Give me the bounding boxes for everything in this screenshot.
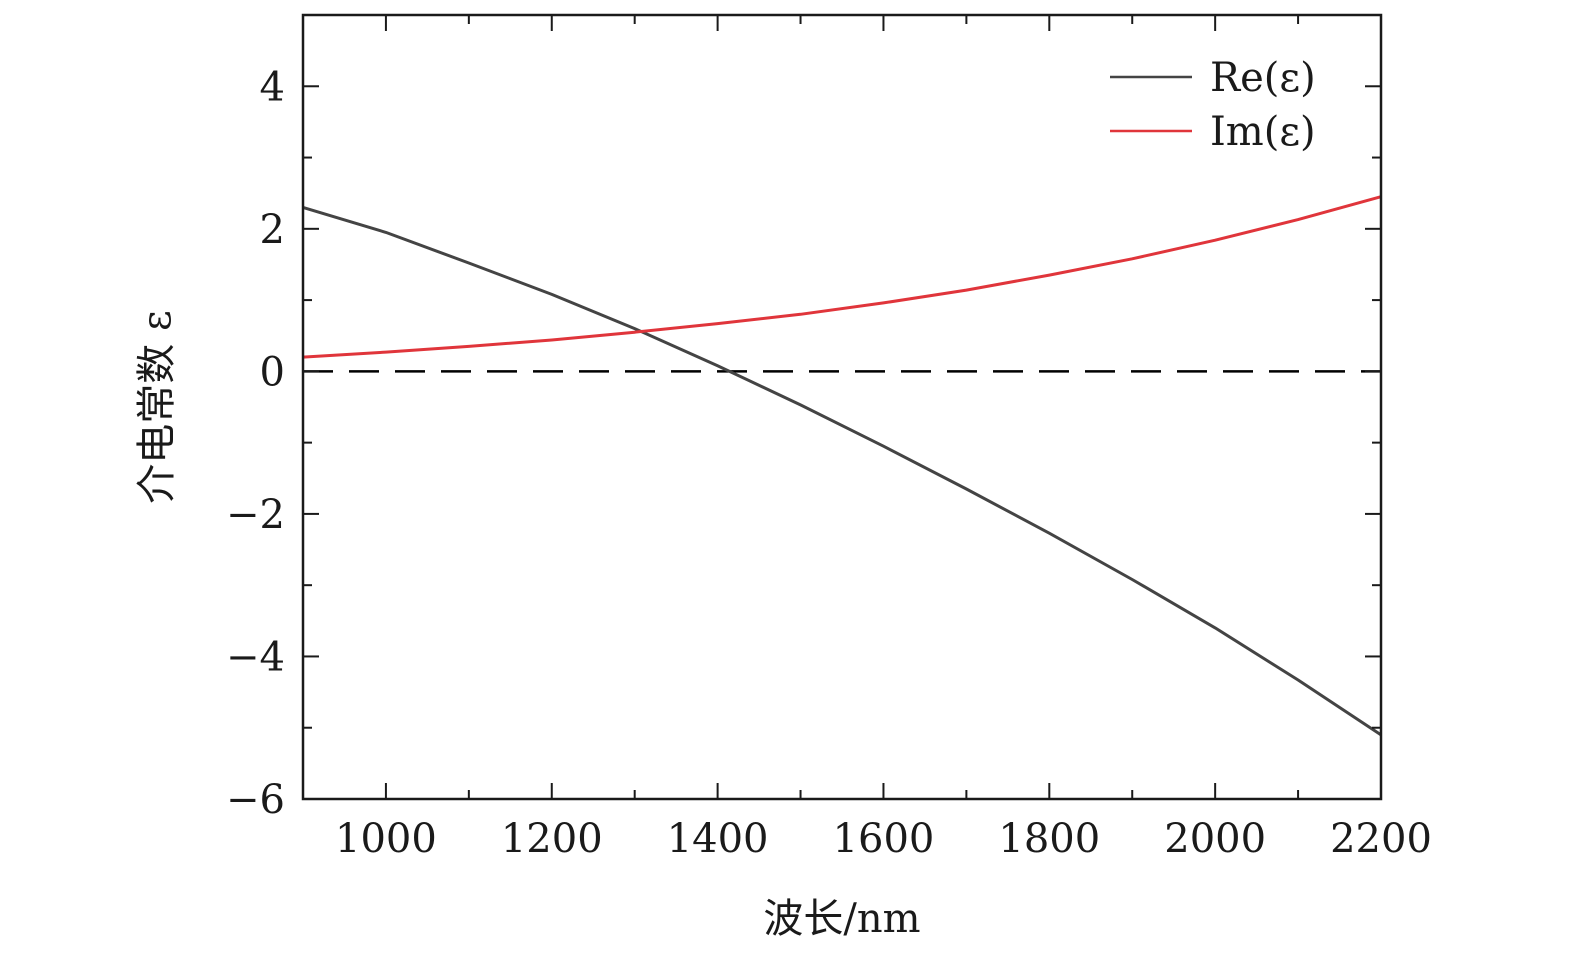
legend: Re(ε) Im(ε)	[1110, 55, 1316, 155]
x-tick-label: 2000	[1164, 816, 1266, 862]
series-line-im	[302, 195, 1382, 359]
y-tick-label: 0	[260, 349, 285, 395]
plot-frame	[301, 13, 1383, 801]
legend-label-im: Im(ε)	[1210, 109, 1316, 155]
legend-label-re: Re(ε)	[1210, 55, 1316, 101]
y-tick-label: −2	[226, 492, 285, 538]
x-tick-label: 1400	[667, 816, 769, 862]
y-tick-label: 2	[260, 207, 285, 253]
series-line-re	[302, 205, 1382, 737]
x-axis-title: 波长/nm	[763, 896, 920, 942]
y-axis-title: 介电常数 ε	[134, 310, 180, 503]
y-tick-label: −6	[226, 777, 285, 823]
x-tick-label: 1000	[335, 816, 437, 862]
axis-ticks: 1000 1200 1400 1600 1800 2000 2200 −6 −4 −2 0 2 4	[226, 15, 1432, 862]
x-tick-label: 2200	[1330, 816, 1432, 862]
y-tick-label: −4	[226, 634, 285, 680]
x-tick-label: 1800	[998, 816, 1100, 862]
x-tick-label: 1600	[833, 816, 935, 862]
y-tick-label: 4	[260, 64, 285, 110]
plot-content	[302, 195, 1382, 737]
x-tick-label: 1200	[501, 816, 603, 862]
